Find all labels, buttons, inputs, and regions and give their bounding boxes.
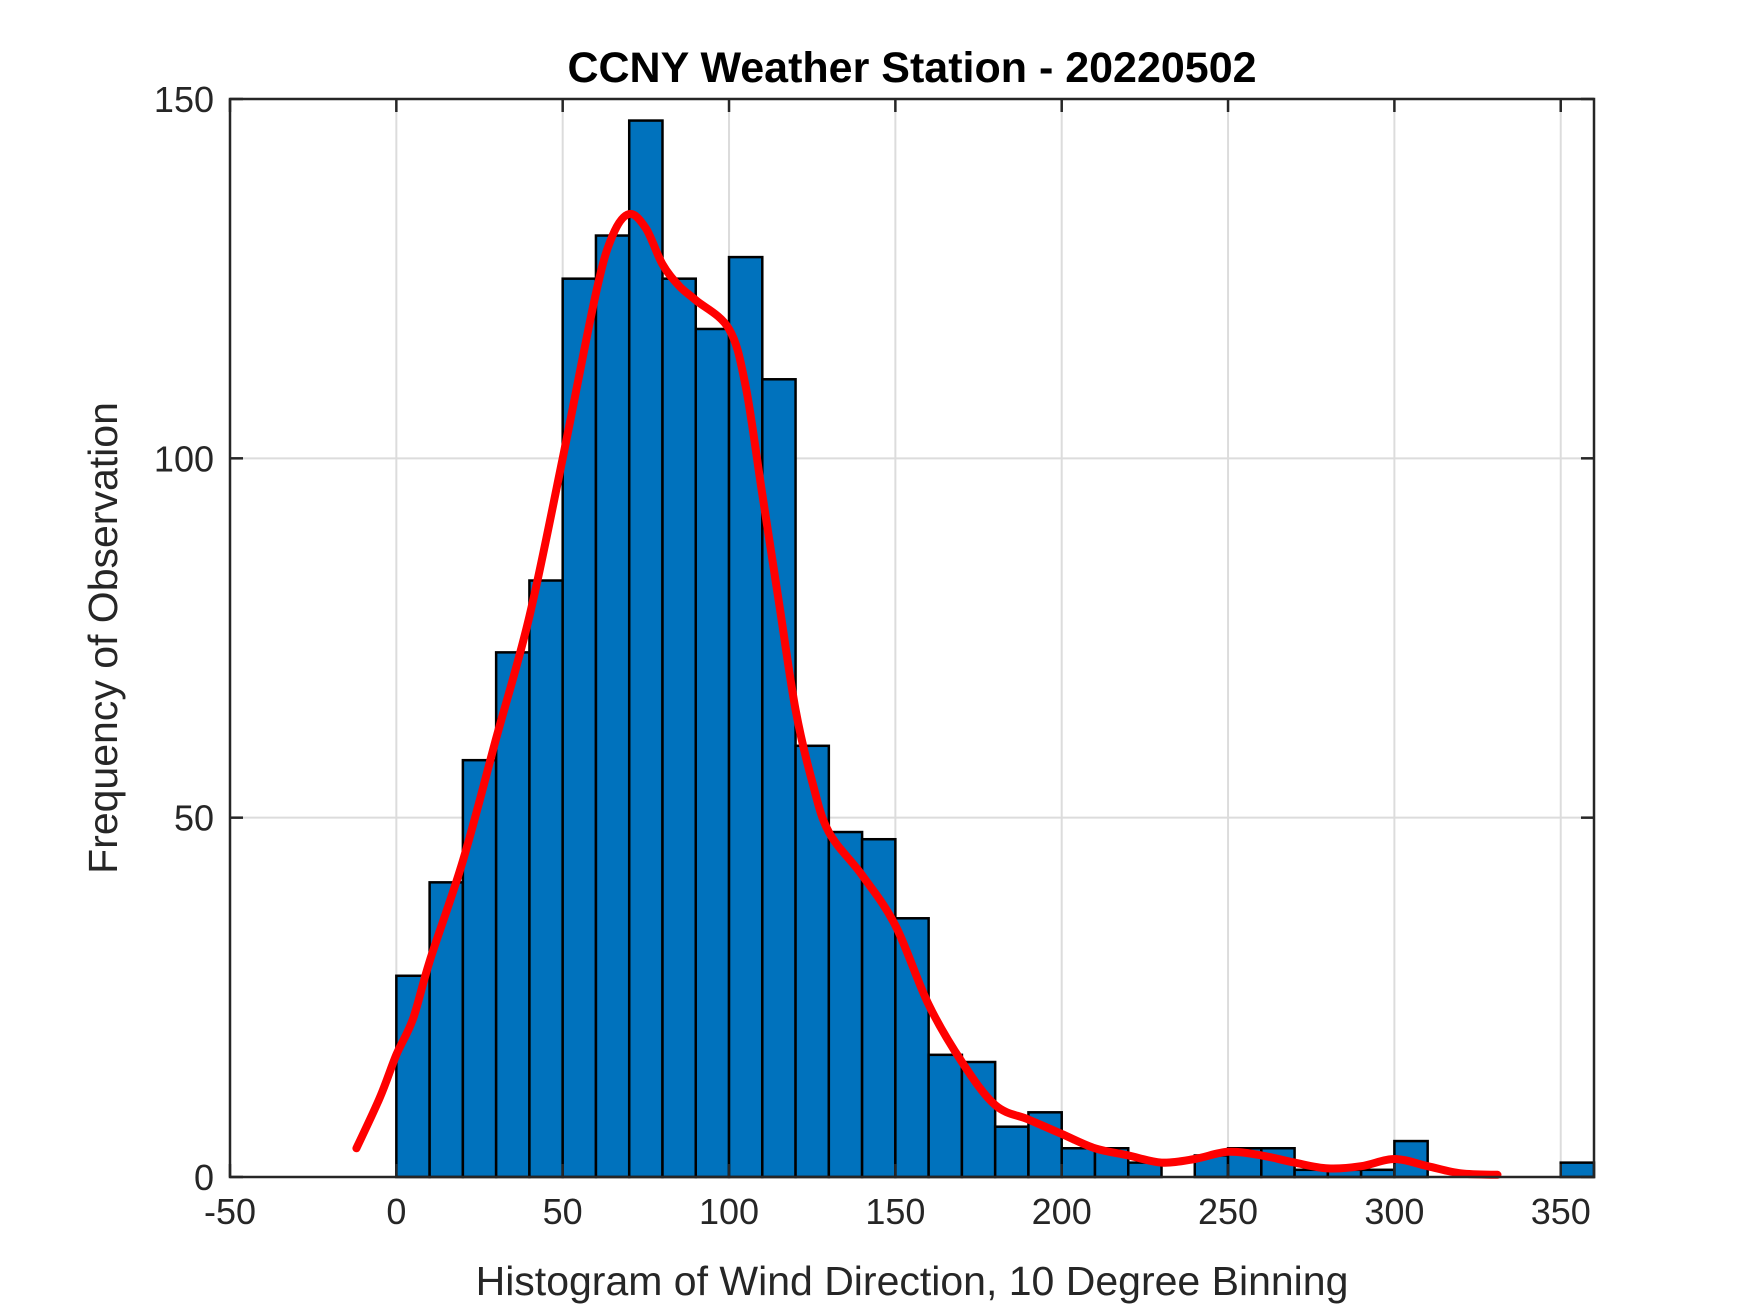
y-tick-labels: 0 50 100 150 bbox=[154, 79, 214, 1198]
chart-title: CCNY Weather Station - 20220502 bbox=[567, 44, 1256, 92]
y-tick-label: 150 bbox=[154, 79, 214, 120]
histogram-bar bbox=[594, 234, 631, 1179]
x-tick-label: 350 bbox=[1531, 1191, 1591, 1232]
y-axis-label: Frequency of Observation bbox=[80, 402, 126, 874]
x-tick-label: 0 bbox=[386, 1191, 406, 1232]
histogram-bar bbox=[927, 1053, 964, 1179]
x-tick-label: 50 bbox=[543, 1191, 583, 1232]
histogram-bar bbox=[528, 579, 564, 1179]
histogram-bar bbox=[761, 378, 797, 1179]
histogram-bar bbox=[960, 1060, 997, 1179]
histogram-bar bbox=[993, 1125, 1030, 1179]
histogram-bar bbox=[661, 277, 698, 1179]
histogram-bar bbox=[627, 119, 664, 1179]
y-tick-label: 0 bbox=[194, 1157, 214, 1198]
density-fit-curve bbox=[352, 209, 1502, 1179]
histogram-bar bbox=[1060, 1147, 1097, 1179]
histogram-bar bbox=[1559, 1161, 1596, 1179]
histogram-bar bbox=[860, 837, 897, 1179]
y-tick-label: 100 bbox=[154, 438, 214, 479]
plot-area-frame bbox=[228, 97, 1596, 1179]
histogram-bar bbox=[428, 881, 465, 1179]
axis-ticks bbox=[228, 97, 1594, 1179]
x-tick-label: 300 bbox=[1364, 1191, 1424, 1232]
histogram-bar bbox=[727, 255, 764, 1179]
histogram-bar bbox=[827, 830, 864, 1179]
x-tick-label: 250 bbox=[1198, 1191, 1258, 1232]
y-tick-label: 50 bbox=[174, 798, 214, 839]
x-tick-labels: -50 0 50 100 150 200 250 300 350 bbox=[204, 1191, 1591, 1232]
x-tick-label: 100 bbox=[699, 1191, 759, 1232]
x-axis-label: Histogram of Wind Direction, 10 Degree B… bbox=[476, 1258, 1349, 1304]
x-tick-label: 150 bbox=[865, 1191, 925, 1232]
histogram-bar bbox=[694, 327, 731, 1179]
histogram-bar bbox=[494, 651, 531, 1179]
x-tick-label: -50 bbox=[204, 1191, 256, 1232]
histogram-bar bbox=[461, 758, 498, 1179]
x-tick-label: 200 bbox=[1032, 1191, 1092, 1232]
